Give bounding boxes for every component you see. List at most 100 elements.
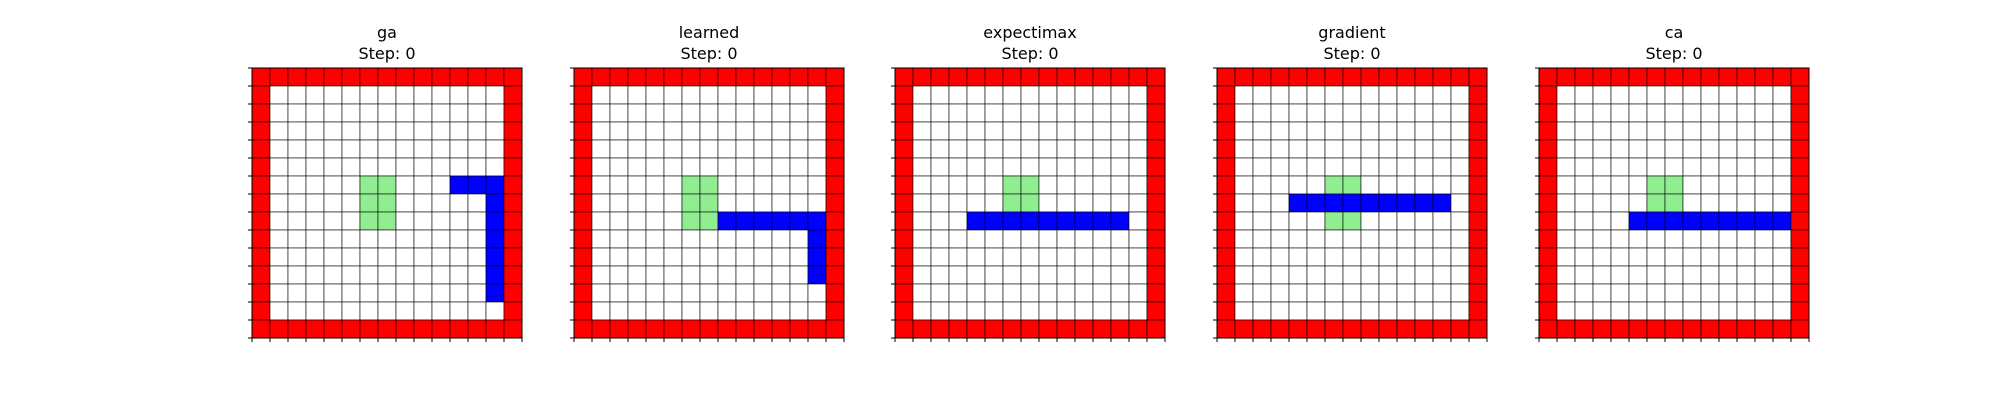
wall-cell	[503, 67, 523, 87]
wall-cell	[1556, 319, 1576, 339]
grid-cell	[771, 103, 791, 123]
wall-cell	[251, 67, 271, 87]
grid-cell	[789, 139, 809, 159]
grid-cell	[699, 85, 719, 105]
grid-cell	[1038, 103, 1058, 123]
agent-cell	[966, 211, 986, 231]
grid-cell	[663, 283, 683, 303]
agent-cell	[1414, 193, 1434, 213]
grid-cell	[984, 229, 1004, 249]
wall-cell	[1468, 175, 1488, 195]
wall-cell	[1682, 67, 1702, 87]
grid-cell	[699, 139, 719, 159]
wall-cell	[467, 319, 487, 339]
wall-cell	[1468, 193, 1488, 213]
grid-cell	[431, 283, 451, 303]
wall-cell	[1216, 211, 1236, 231]
grid-cell	[269, 283, 289, 303]
grid-cell	[1252, 85, 1272, 105]
grid-cell	[1610, 85, 1630, 105]
grid-cell	[717, 85, 737, 105]
grid-cell	[1432, 283, 1452, 303]
target-cell	[359, 193, 379, 213]
grid-cell	[966, 283, 986, 303]
grid-cell	[1396, 175, 1416, 195]
grid-cell	[645, 265, 665, 285]
grid-cell	[627, 85, 647, 105]
grid-cell	[1324, 247, 1344, 267]
grid-cell	[305, 175, 325, 195]
grid-cell	[413, 85, 433, 105]
grid-cell	[1306, 103, 1326, 123]
grid-cell	[431, 265, 451, 285]
grid-cell	[1718, 229, 1738, 249]
wall-cell	[912, 319, 932, 339]
panel-step-label: Step: 0	[1001, 44, 1058, 63]
grid-cell	[789, 265, 809, 285]
agent-cell	[1360, 193, 1380, 213]
wall-cell	[1538, 85, 1558, 105]
grid-cell	[1342, 139, 1362, 159]
wall-cell	[1538, 139, 1558, 159]
wall-cell	[894, 319, 914, 339]
grid-cell	[912, 211, 932, 231]
grid-cell	[269, 175, 289, 195]
grid-cell	[1574, 247, 1594, 267]
grid-cell	[1270, 157, 1290, 177]
grid-cell	[627, 121, 647, 141]
wall-cell	[431, 319, 451, 339]
wall-cell	[1790, 103, 1810, 123]
panel-title: gradient	[1318, 23, 1385, 42]
grid-cell	[1038, 283, 1058, 303]
grid-cell	[717, 139, 737, 159]
grid-cell	[1234, 157, 1254, 177]
wall-cell	[1038, 319, 1058, 339]
agent-cell	[807, 265, 827, 285]
grid-cell	[1574, 103, 1594, 123]
agent-cell	[717, 211, 737, 231]
grid-cell	[771, 175, 791, 195]
grid-cell	[1610, 265, 1630, 285]
grid-cell	[1252, 193, 1272, 213]
wall-cell	[1110, 67, 1130, 87]
wall-cell	[485, 319, 505, 339]
grid-cell	[1736, 157, 1756, 177]
grid-cell	[1306, 247, 1326, 267]
wall-cell	[825, 265, 845, 285]
grid-cell	[1056, 139, 1076, 159]
grid-cell	[1610, 175, 1630, 195]
grid-cell	[1020, 265, 1040, 285]
wall-cell	[251, 139, 271, 159]
grid-cell	[735, 247, 755, 267]
grid-cell	[966, 139, 986, 159]
wall-cell	[1216, 229, 1236, 249]
grid-cell	[449, 157, 469, 177]
grid-cell	[1610, 283, 1630, 303]
wall-cell	[1146, 265, 1166, 285]
grid-cell	[912, 85, 932, 105]
grid-cell	[377, 139, 397, 159]
grid-cell	[1592, 283, 1612, 303]
grid-cell	[735, 121, 755, 141]
grid-cell	[1646, 157, 1666, 177]
grid-cell	[1754, 283, 1774, 303]
grid-cell	[1736, 247, 1756, 267]
grid-cell	[287, 175, 307, 195]
wall-cell	[1538, 157, 1558, 177]
grid-cell	[1056, 229, 1076, 249]
grid-cell	[1056, 265, 1076, 285]
grid-cell	[609, 139, 629, 159]
wall-cell	[1450, 319, 1470, 339]
grid-cell	[807, 85, 827, 105]
wall-cell	[1468, 121, 1488, 141]
grid-cell	[681, 103, 701, 123]
wall-cell	[1056, 319, 1076, 339]
wall-cell	[1146, 103, 1166, 123]
grid-cell	[1700, 139, 1720, 159]
grid-cell	[1234, 301, 1254, 321]
grid-cell	[753, 157, 773, 177]
wall-cell	[789, 319, 809, 339]
wall-cell	[251, 211, 271, 231]
grid-cell	[467, 211, 487, 231]
wall-cell	[1306, 319, 1326, 339]
